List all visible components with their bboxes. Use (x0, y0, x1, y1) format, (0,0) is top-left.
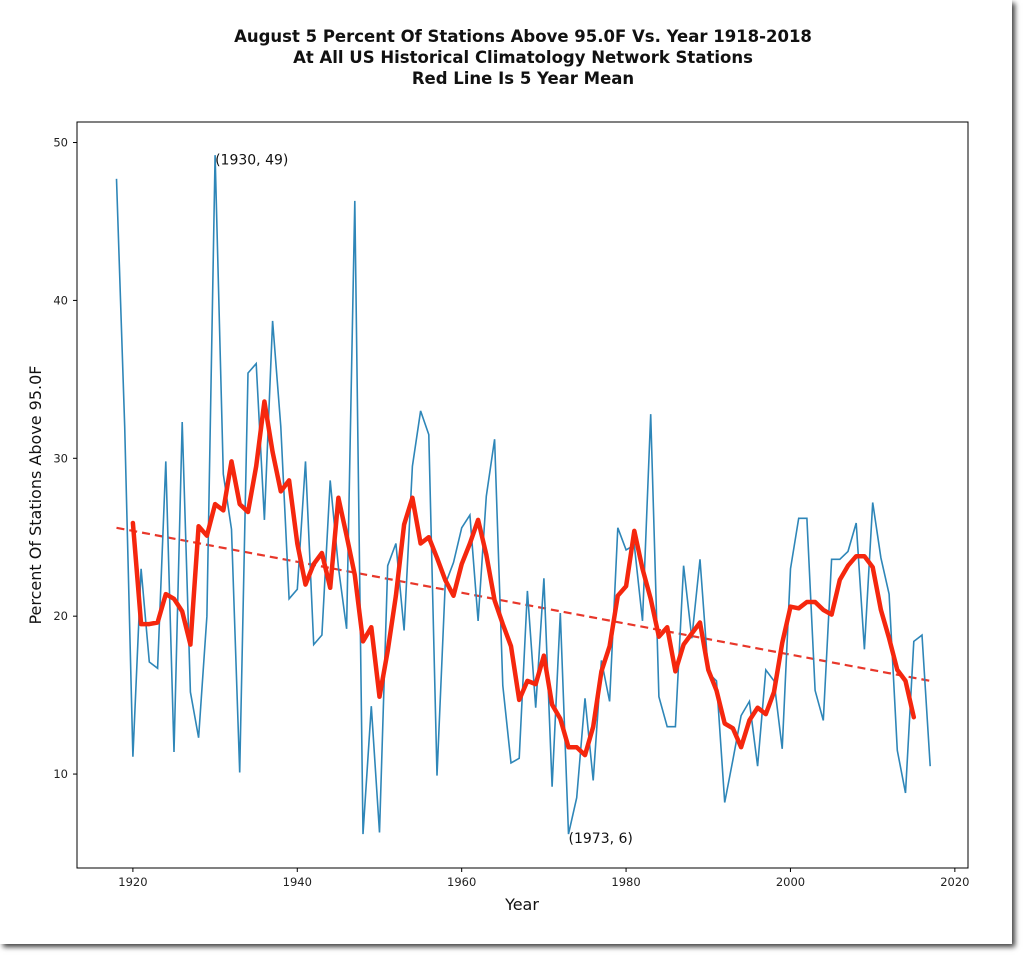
x-tick-label: 1960 (447, 875, 476, 889)
point-annotation: (1973, 6) (569, 831, 633, 847)
x-tick-label: 1980 (611, 875, 640, 889)
chart-title-line-3: Red Line Is 5 Year Mean (411, 69, 635, 88)
y-axis-label: Percent Of Stations Above 95.0F (26, 365, 45, 624)
y-tick-label: 10 (53, 767, 68, 781)
x-tick-label: 1940 (283, 875, 312, 889)
x-tick-label: 2000 (776, 875, 805, 889)
annual-series-line (115, 155, 931, 835)
y-tick-label: 40 (53, 293, 68, 307)
y-axis-ticks: 10 20 30 40 50 (53, 136, 77, 781)
point-annotation: (1930, 49) (215, 152, 288, 168)
y-tick-label: 20 (53, 609, 68, 623)
chart-title-line-2: At All US Historical Climatology Network… (293, 48, 753, 67)
plot-lines (115, 155, 931, 835)
chart-title-line-1: August 5 Percent Of Stations Above 95.0F… (234, 27, 812, 46)
axes-frame (76, 121, 969, 869)
x-axis-label: Year (504, 895, 539, 914)
y-tick-label: 30 (53, 451, 68, 465)
x-tick-label: 1920 (118, 875, 147, 889)
y-tick-label: 50 (53, 136, 68, 150)
annotations: (1930, 49) (1973, 6) (215, 152, 633, 847)
figure-frame (0, 0, 1012, 944)
trend-line (116, 526, 931, 682)
five-year-mean-line (130, 399, 917, 758)
x-axis-ticks: 1920 1940 1960 1980 2000 2020 (118, 868, 969, 889)
x-tick-label: 2020 (940, 875, 969, 889)
